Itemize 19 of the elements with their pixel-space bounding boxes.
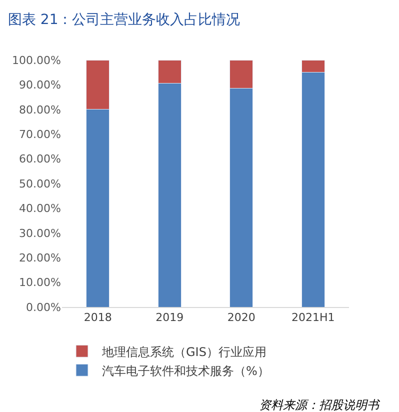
- y-tick-label: 100.00%: [12, 54, 61, 67]
- x-tick-label: 2021H1: [291, 311, 335, 324]
- y-tick-label: 50.00%: [19, 177, 61, 190]
- y-tick-label: 60.00%: [19, 152, 61, 166]
- y-tick-label: 20.00%: [19, 251, 61, 264]
- y-tick-label: 90.00%: [19, 78, 61, 92]
- text: 资料来源：招股说明书: [259, 398, 381, 412]
- y-tick-label: 40.00%: [19, 202, 61, 216]
- y-tick-label: 0.00%: [26, 300, 61, 314]
- x-tick-label: 2019: [156, 311, 184, 324]
- y-tick-label: 10.00%: [19, 276, 61, 290]
- legend-label: 地理信息系统（GIS）行业应用: [101, 344, 266, 359]
- chart-title: 图表 21：公司主营业务收入占比情况: [8, 12, 240, 28]
- x-tick-label: 2020: [227, 311, 256, 324]
- y-tick-label: 30.00%: [19, 226, 61, 240]
- y-tick-label: 70.00%: [19, 128, 61, 141]
- y-tick-label: 80.00%: [19, 103, 61, 116]
- legend-label: 汽车电子软件和技术服务（%）: [102, 364, 270, 378]
- x-tick-label: 2018: [84, 311, 112, 324]
